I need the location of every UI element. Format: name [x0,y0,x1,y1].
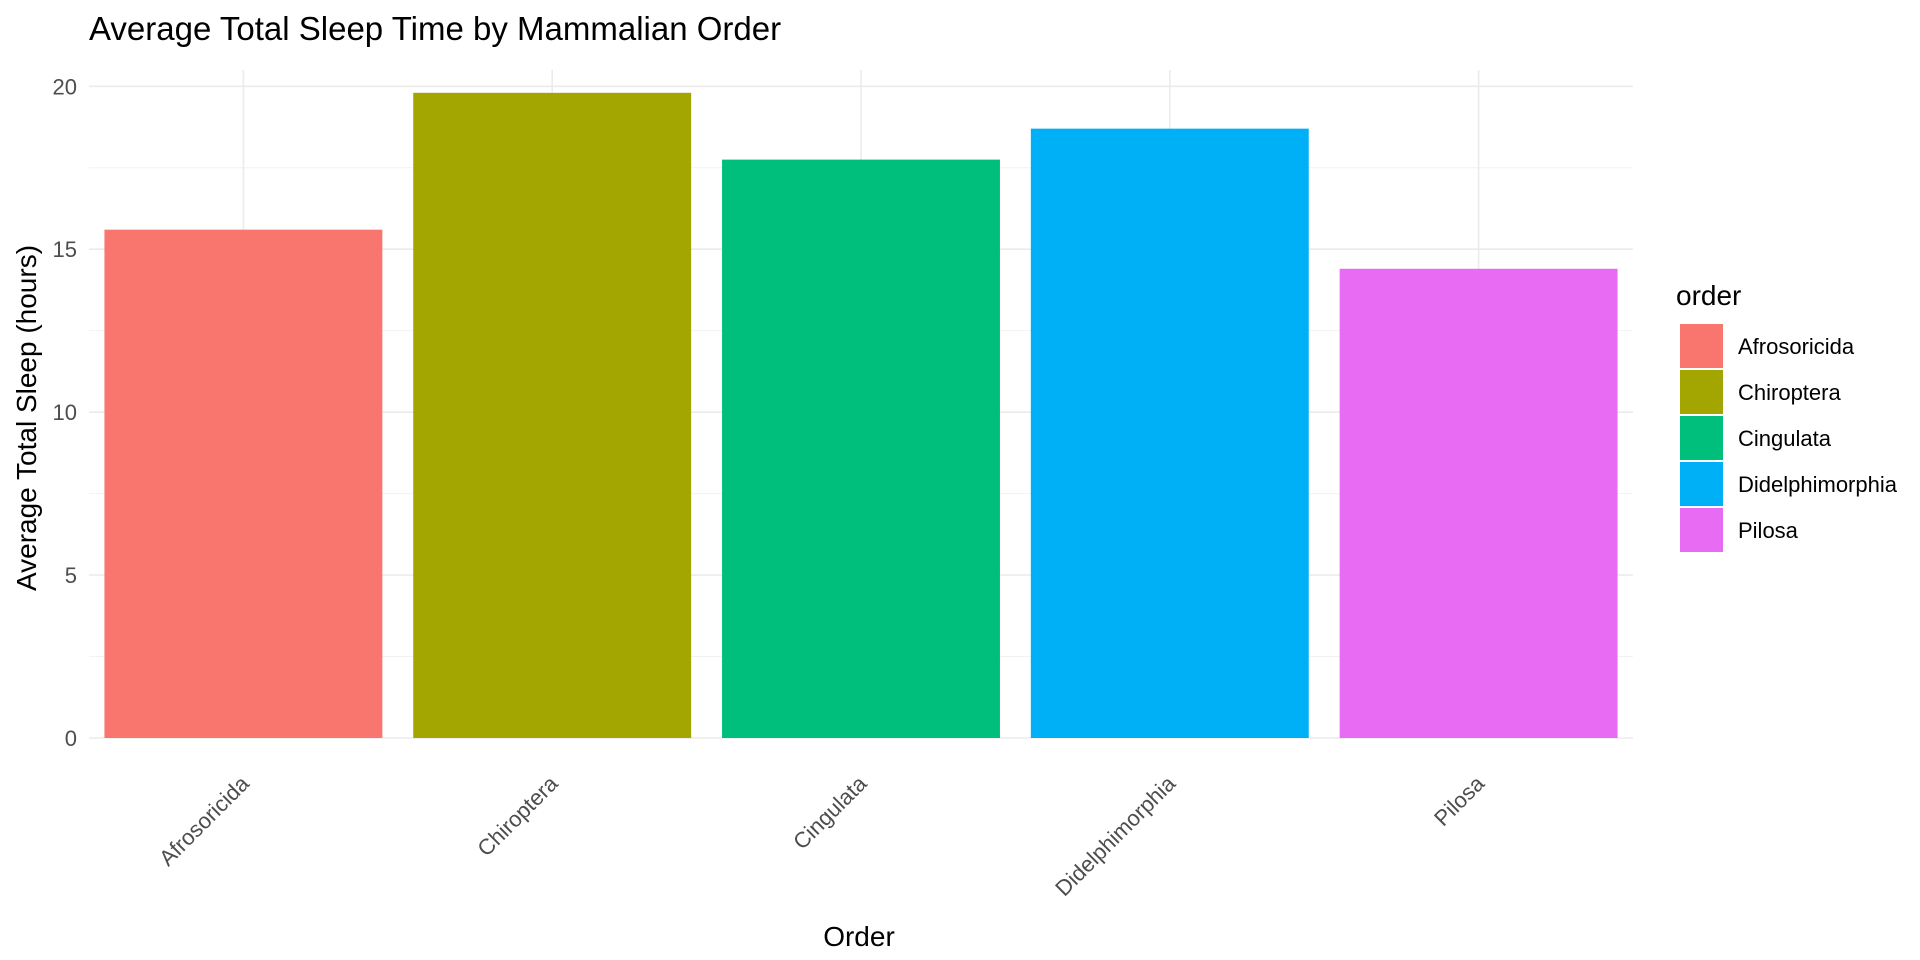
y-tick-label: 10 [53,400,77,425]
bar-pilosa [1339,268,1618,738]
legend-key [1680,416,1723,460]
y-tick-label: 20 [53,74,77,99]
legend-label: Afrosoricida [1738,334,1855,359]
legend-label: Didelphimorphia [1738,472,1898,497]
legend-key [1680,324,1723,368]
x-tick-label: Pilosa [1429,770,1490,831]
bar-cingulata [722,159,1000,739]
bars [104,92,1618,739]
bar-didelphimorphia [1030,128,1309,738]
bar-chiroptera [413,92,692,738]
legend-label: Cingulata [1738,426,1832,451]
y-tick-label: 5 [65,563,77,588]
legend-key [1680,508,1723,552]
chart-title: Average Total Sleep Time by Mammalian Or… [89,10,781,47]
legend: order Afrosoricida Chiroptera Cingulata Did… [1676,280,1898,552]
x-tick-label: Cingulata [788,770,872,854]
bar-afrosoricida [104,229,383,739]
legend-label: Chiroptera [1738,380,1841,405]
x-axis-ticks: Afrosoricida Chiroptera Cingulata Didelphim… [154,770,1490,901]
y-tick-label: 15 [53,237,77,262]
legend-label: Pilosa [1738,518,1799,543]
x-axis-title: Order [823,921,895,952]
y-tick-label: 0 [65,726,77,751]
x-tick-label: Afrosoricida [154,770,254,870]
y-axis-title: Average Total Sleep (hours) [11,245,42,591]
y-axis-ticks: 0 5 10 15 20 [53,74,77,751]
legend-key [1680,370,1723,414]
legend-key [1680,462,1723,506]
x-tick-label: Didelphimorphia [1050,770,1181,901]
x-tick-label: Chiroptera [472,770,563,861]
legend-title: order [1676,280,1741,311]
